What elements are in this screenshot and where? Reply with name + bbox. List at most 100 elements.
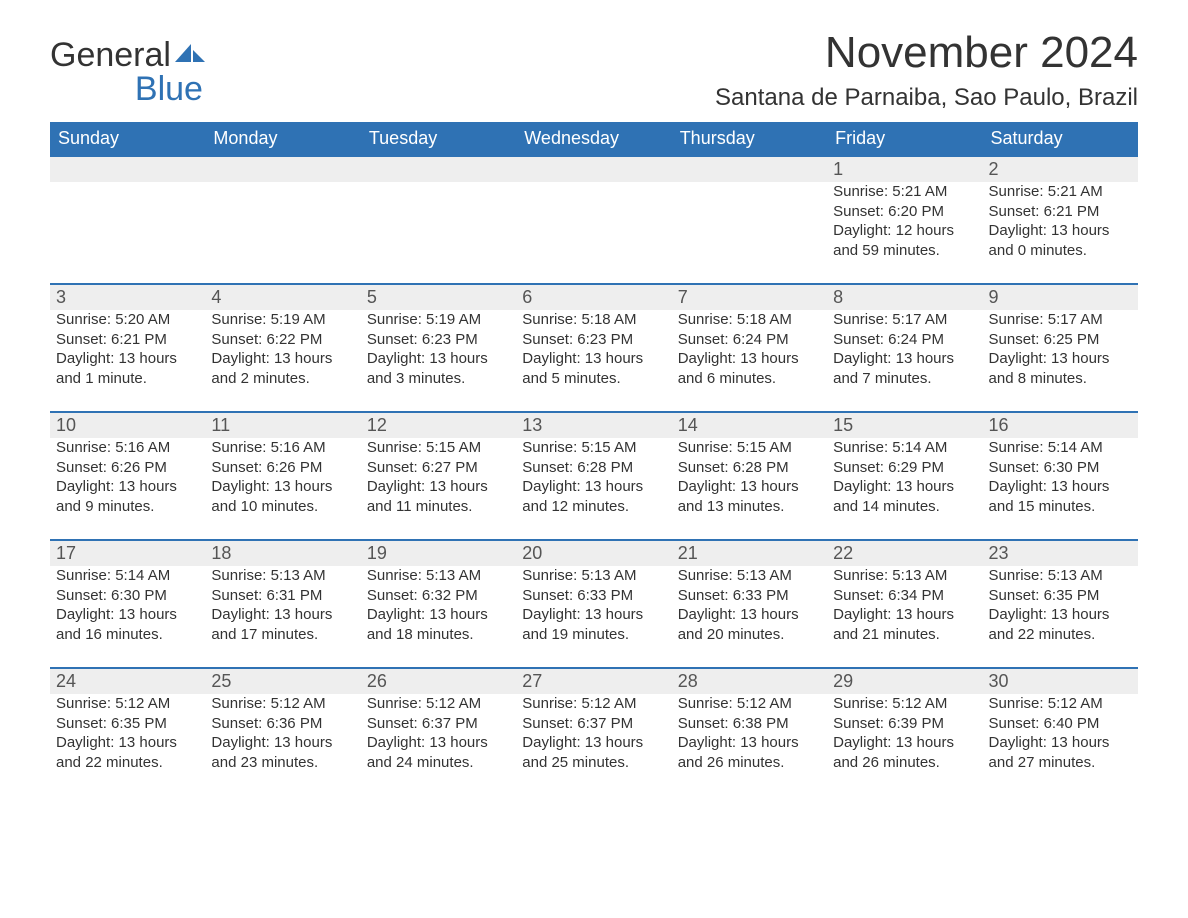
calendar-cell: 18Sunrise: 5:13 AMSunset: 6:31 PMDayligh… bbox=[205, 539, 360, 667]
day-number: 25 bbox=[205, 669, 360, 694]
calendar-cell: 6Sunrise: 5:18 AMSunset: 6:23 PMDaylight… bbox=[516, 283, 671, 411]
day-number: 8 bbox=[827, 285, 982, 310]
calendar-cell: 10Sunrise: 5:16 AMSunset: 6:26 PMDayligh… bbox=[50, 411, 205, 539]
sunrise-line: Sunrise: 5:12 AM bbox=[678, 694, 821, 714]
day-number: 4 bbox=[205, 285, 360, 310]
sunset-line: Sunset: 6:24 PM bbox=[678, 330, 821, 350]
daylight-line: Daylight: 13 hours and 26 minutes. bbox=[678, 733, 821, 772]
logo-word-blue: Blue bbox=[50, 72, 205, 106]
weekday-header-row: SundayMondayTuesdayWednesdayThursdayFrid… bbox=[50, 122, 1138, 155]
day-details: Sunrise: 5:12 AMSunset: 6:35 PMDaylight:… bbox=[50, 694, 205, 778]
day-wrap: 19Sunrise: 5:13 AMSunset: 6:32 PMDayligh… bbox=[361, 539, 516, 650]
day-wrap: 18Sunrise: 5:13 AMSunset: 6:31 PMDayligh… bbox=[205, 539, 360, 650]
day-details: Sunrise: 5:13 AMSunset: 6:32 PMDaylight:… bbox=[361, 566, 516, 650]
day-details: Sunrise: 5:14 AMSunset: 6:30 PMDaylight:… bbox=[50, 566, 205, 650]
sunrise-line: Sunrise: 5:18 AM bbox=[678, 310, 821, 330]
daylight-line: Daylight: 13 hours and 13 minutes. bbox=[678, 477, 821, 516]
day-details: Sunrise: 5:12 AMSunset: 6:40 PMDaylight:… bbox=[983, 694, 1138, 778]
sunset-line: Sunset: 6:33 PM bbox=[678, 586, 821, 606]
day-wrap: 29Sunrise: 5:12 AMSunset: 6:39 PMDayligh… bbox=[827, 667, 982, 778]
day-wrap: 13Sunrise: 5:15 AMSunset: 6:28 PMDayligh… bbox=[516, 411, 671, 522]
daylight-line: Daylight: 13 hours and 16 minutes. bbox=[56, 605, 199, 644]
daylight-line: Daylight: 13 hours and 19 minutes. bbox=[522, 605, 665, 644]
sunrise-line: Sunrise: 5:17 AM bbox=[833, 310, 976, 330]
weekday-header: Monday bbox=[205, 122, 360, 155]
sunrise-line: Sunrise: 5:12 AM bbox=[211, 694, 354, 714]
day-wrap: 12Sunrise: 5:15 AMSunset: 6:27 PMDayligh… bbox=[361, 411, 516, 522]
sunrise-line: Sunrise: 5:14 AM bbox=[56, 566, 199, 586]
day-wrap: 28Sunrise: 5:12 AMSunset: 6:38 PMDayligh… bbox=[672, 667, 827, 778]
empty-day-number bbox=[516, 157, 671, 182]
calendar-body: 1Sunrise: 5:21 AMSunset: 6:20 PMDaylight… bbox=[50, 155, 1138, 795]
empty-cell bbox=[50, 155, 205, 182]
calendar-cell: 11Sunrise: 5:16 AMSunset: 6:26 PMDayligh… bbox=[205, 411, 360, 539]
calendar-cell: 4Sunrise: 5:19 AMSunset: 6:22 PMDaylight… bbox=[205, 283, 360, 411]
calendar-cell: 21Sunrise: 5:13 AMSunset: 6:33 PMDayligh… bbox=[672, 539, 827, 667]
daylight-line: Daylight: 13 hours and 18 minutes. bbox=[367, 605, 510, 644]
sunset-line: Sunset: 6:25 PM bbox=[989, 330, 1132, 350]
sunset-line: Sunset: 6:22 PM bbox=[211, 330, 354, 350]
sunset-line: Sunset: 6:34 PM bbox=[833, 586, 976, 606]
sunrise-line: Sunrise: 5:12 AM bbox=[56, 694, 199, 714]
calendar-cell: 22Sunrise: 5:13 AMSunset: 6:34 PMDayligh… bbox=[827, 539, 982, 667]
logo-triangle-1 bbox=[175, 44, 191, 62]
day-wrap: 11Sunrise: 5:16 AMSunset: 6:26 PMDayligh… bbox=[205, 411, 360, 522]
calendar-cell: 8Sunrise: 5:17 AMSunset: 6:24 PMDaylight… bbox=[827, 283, 982, 411]
day-number: 16 bbox=[983, 413, 1138, 438]
daylight-line: Daylight: 13 hours and 10 minutes. bbox=[211, 477, 354, 516]
day-details: Sunrise: 5:13 AMSunset: 6:31 PMDaylight:… bbox=[205, 566, 360, 650]
daylight-line: Daylight: 13 hours and 1 minute. bbox=[56, 349, 199, 388]
day-number: 20 bbox=[516, 541, 671, 566]
calendar-cell: 20Sunrise: 5:13 AMSunset: 6:33 PMDayligh… bbox=[516, 539, 671, 667]
day-details: Sunrise: 5:17 AMSunset: 6:24 PMDaylight:… bbox=[827, 310, 982, 394]
calendar-cell: 27Sunrise: 5:12 AMSunset: 6:37 PMDayligh… bbox=[516, 667, 671, 795]
sunset-line: Sunset: 6:36 PM bbox=[211, 714, 354, 734]
sunset-line: Sunset: 6:35 PM bbox=[56, 714, 199, 734]
day-wrap: 4Sunrise: 5:19 AMSunset: 6:22 PMDaylight… bbox=[205, 283, 360, 394]
daylight-line: Daylight: 13 hours and 23 minutes. bbox=[211, 733, 354, 772]
sunset-line: Sunset: 6:32 PM bbox=[367, 586, 510, 606]
empty-cell bbox=[205, 155, 360, 182]
day-details: Sunrise: 5:20 AMSunset: 6:21 PMDaylight:… bbox=[50, 310, 205, 394]
day-details: Sunrise: 5:13 AMSunset: 6:33 PMDaylight:… bbox=[516, 566, 671, 650]
day-number: 17 bbox=[50, 541, 205, 566]
daylight-line: Daylight: 12 hours and 59 minutes. bbox=[833, 221, 976, 260]
sunset-line: Sunset: 6:26 PM bbox=[56, 458, 199, 478]
day-details: Sunrise: 5:14 AMSunset: 6:29 PMDaylight:… bbox=[827, 438, 982, 522]
day-number: 12 bbox=[361, 413, 516, 438]
daylight-line: Daylight: 13 hours and 3 minutes. bbox=[367, 349, 510, 388]
day-wrap: 27Sunrise: 5:12 AMSunset: 6:37 PMDayligh… bbox=[516, 667, 671, 778]
calendar-week-row: 10Sunrise: 5:16 AMSunset: 6:26 PMDayligh… bbox=[50, 411, 1138, 539]
calendar-cell bbox=[205, 155, 360, 283]
weekday-header: Wednesday bbox=[516, 122, 671, 155]
daylight-line: Daylight: 13 hours and 14 minutes. bbox=[833, 477, 976, 516]
daylight-line: Daylight: 13 hours and 22 minutes. bbox=[56, 733, 199, 772]
day-details: Sunrise: 5:12 AMSunset: 6:38 PMDaylight:… bbox=[672, 694, 827, 778]
day-details: Sunrise: 5:19 AMSunset: 6:22 PMDaylight:… bbox=[205, 310, 360, 394]
day-number: 10 bbox=[50, 413, 205, 438]
day-details: Sunrise: 5:21 AMSunset: 6:20 PMDaylight:… bbox=[827, 182, 982, 266]
brand-logo: General Blue bbox=[50, 34, 205, 106]
calendar-cell: 5Sunrise: 5:19 AMSunset: 6:23 PMDaylight… bbox=[361, 283, 516, 411]
weekday-header: Friday bbox=[827, 122, 982, 155]
empty-cell bbox=[516, 155, 671, 182]
daylight-line: Daylight: 13 hours and 11 minutes. bbox=[367, 477, 510, 516]
day-details: Sunrise: 5:14 AMSunset: 6:30 PMDaylight:… bbox=[983, 438, 1138, 522]
day-details: Sunrise: 5:17 AMSunset: 6:25 PMDaylight:… bbox=[983, 310, 1138, 394]
sunset-line: Sunset: 6:37 PM bbox=[367, 714, 510, 734]
day-wrap: 25Sunrise: 5:12 AMSunset: 6:36 PMDayligh… bbox=[205, 667, 360, 778]
day-wrap: 14Sunrise: 5:15 AMSunset: 6:28 PMDayligh… bbox=[672, 411, 827, 522]
calendar-cell: 26Sunrise: 5:12 AMSunset: 6:37 PMDayligh… bbox=[361, 667, 516, 795]
day-number: 15 bbox=[827, 413, 982, 438]
calendar-cell bbox=[361, 155, 516, 283]
calendar-cell: 19Sunrise: 5:13 AMSunset: 6:32 PMDayligh… bbox=[361, 539, 516, 667]
day-number: 24 bbox=[50, 669, 205, 694]
day-number: 2 bbox=[983, 157, 1138, 182]
calendar-cell: 24Sunrise: 5:12 AMSunset: 6:35 PMDayligh… bbox=[50, 667, 205, 795]
sunrise-line: Sunrise: 5:15 AM bbox=[678, 438, 821, 458]
calendar-cell: 23Sunrise: 5:13 AMSunset: 6:35 PMDayligh… bbox=[983, 539, 1138, 667]
day-number: 28 bbox=[672, 669, 827, 694]
day-wrap: 21Sunrise: 5:13 AMSunset: 6:33 PMDayligh… bbox=[672, 539, 827, 650]
day-wrap: 15Sunrise: 5:14 AMSunset: 6:29 PMDayligh… bbox=[827, 411, 982, 522]
calendar-week-row: 17Sunrise: 5:14 AMSunset: 6:30 PMDayligh… bbox=[50, 539, 1138, 667]
